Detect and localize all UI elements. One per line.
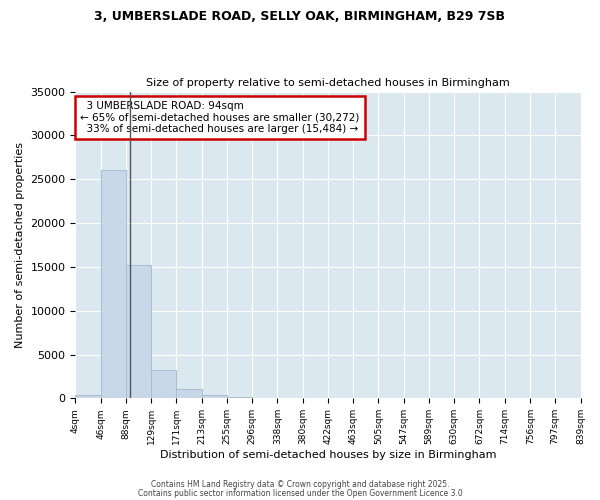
Text: Contains HM Land Registry data © Crown copyright and database right 2025.: Contains HM Land Registry data © Crown c… <box>151 480 449 489</box>
Title: Size of property relative to semi-detached houses in Birmingham: Size of property relative to semi-detach… <box>146 78 510 88</box>
Text: 3 UMBERSLADE ROAD: 94sqm
← 65% of semi-detached houses are smaller (30,272)
  33: 3 UMBERSLADE ROAD: 94sqm ← 65% of semi-d… <box>80 101 360 134</box>
Bar <box>227 397 252 398</box>
X-axis label: Distribution of semi-detached houses by size in Birmingham: Distribution of semi-detached houses by … <box>160 450 496 460</box>
Text: 3, UMBERSLADE ROAD, SELLY OAK, BIRMINGHAM, B29 7SB: 3, UMBERSLADE ROAD, SELLY OAK, BIRMINGHA… <box>95 10 505 23</box>
Bar <box>76 396 101 398</box>
Y-axis label: Number of semi-detached properties: Number of semi-detached properties <box>15 142 25 348</box>
Bar <box>176 388 202 398</box>
Text: Contains public sector information licensed under the Open Government Licence 3.: Contains public sector information licen… <box>137 488 463 498</box>
Bar <box>101 170 126 398</box>
Bar <box>202 395 227 398</box>
Bar <box>151 370 176 398</box>
Bar <box>126 265 151 398</box>
